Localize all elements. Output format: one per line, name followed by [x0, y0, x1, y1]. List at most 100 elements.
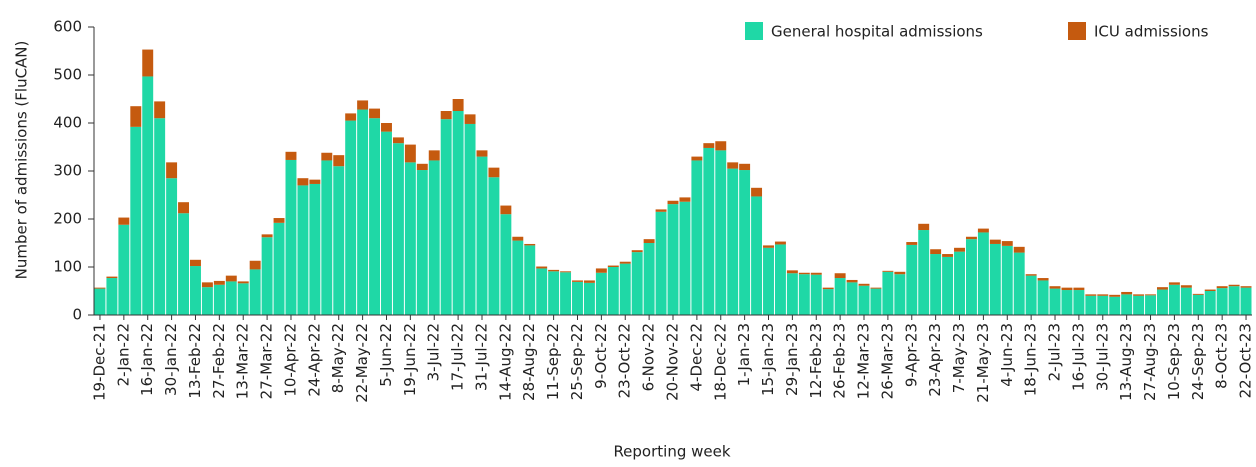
x-tick-label: 21-May-23: [974, 323, 992, 403]
bar-segment: [309, 183, 321, 315]
bar-segment: [1240, 286, 1252, 288]
bar-segment: [739, 163, 751, 171]
bar-segment: [763, 245, 774, 248]
bar-segment: [631, 250, 643, 253]
bar-segment: [428, 150, 440, 161]
bar-segment: [1228, 286, 1240, 315]
bar-segment: [1192, 294, 1204, 315]
bar-segment: [94, 287, 106, 289]
bar-segment: [1097, 294, 1109, 296]
bar-segment: [954, 247, 965, 252]
bar-segment: [631, 252, 643, 315]
bar-segment: [1037, 280, 1049, 315]
bar-segment: [846, 282, 858, 315]
bar-segment: [989, 239, 1001, 244]
bar-segment: [154, 101, 166, 119]
bar-segment: [273, 218, 285, 223]
bar-segment: [1025, 274, 1037, 276]
bar-segment: [834, 278, 846, 315]
bar-segment: [1168, 282, 1180, 285]
bar-segment: [512, 240, 524, 315]
bar-segment: [751, 187, 763, 197]
bar-segment: [1228, 284, 1240, 287]
bar-segment: [536, 266, 548, 269]
bar-segment: [142, 49, 154, 77]
bar-segment: [1001, 241, 1013, 246]
y-axis-title: Number of admissions (FluCAN): [13, 41, 31, 280]
x-tick-label: 18-Dec-22: [711, 323, 729, 401]
bar-segment: [548, 269, 560, 272]
bar-segment: [512, 236, 524, 241]
bar-segment: [691, 156, 703, 161]
bar-segment: [643, 239, 655, 243]
bar-segment: [595, 268, 607, 273]
bar-segment: [369, 118, 381, 315]
bar-segment: [237, 281, 249, 284]
bar-segment: [404, 162, 416, 315]
x-tick-label: 23-Oct-22: [616, 323, 634, 398]
bar-segment: [727, 162, 739, 169]
bar-segment: [977, 232, 989, 315]
bar-segment: [822, 287, 834, 290]
x-tick-label: 13-Mar-22: [234, 323, 252, 399]
bar-segment: [1133, 295, 1145, 315]
x-tick-label: 11-Sep-22: [544, 323, 562, 400]
bar-segment: [130, 106, 142, 127]
x-tick-label: 5-Jun-22: [377, 323, 395, 387]
x-tick-label: 15-Jan-23: [759, 323, 777, 396]
bar-segment: [345, 120, 357, 315]
x-tick-label: 7-May-23: [950, 323, 968, 393]
bar-segment: [1204, 289, 1216, 291]
bar-segment: [1013, 246, 1025, 253]
bar-segment: [536, 268, 548, 315]
y-tick-label: 400: [53, 114, 82, 132]
bar-segment: [404, 144, 416, 163]
bar-segment: [607, 265, 619, 267]
bar-segment: [667, 204, 679, 315]
bar-segment: [1013, 252, 1025, 315]
bar-segment: [786, 270, 798, 274]
bar-segment: [1180, 285, 1192, 288]
bar-segment: [1061, 290, 1073, 315]
bar-segment: [1025, 275, 1037, 315]
bar-segment: [94, 288, 106, 315]
bar-segment: [500, 214, 512, 315]
bar-segment: [297, 178, 309, 186]
x-tick-label: 4-Jun-23: [998, 323, 1016, 387]
x-tick-label: 25-Sep-22: [568, 323, 586, 400]
bar-segment: [106, 276, 118, 279]
bar-segment: [655, 209, 667, 212]
bar-segment: [894, 271, 906, 275]
bar-segment: [560, 272, 572, 315]
bar-segment: [166, 178, 178, 315]
bar-segment: [464, 114, 476, 124]
bar-segment: [237, 283, 249, 315]
bar-segment: [1145, 294, 1156, 296]
bar-segment: [1061, 287, 1073, 291]
y-tick-label: 100: [53, 258, 82, 276]
bar-segment: [249, 269, 261, 315]
bar-segment: [225, 281, 237, 315]
bar-segment: [643, 243, 655, 315]
bar-segment: [1240, 287, 1252, 315]
bar-segment: [1156, 289, 1168, 315]
bar-segment: [452, 111, 464, 315]
legend-swatch: [745, 22, 763, 40]
x-tick-label: 22-May-22: [353, 323, 371, 403]
x-tick-label: 8-Oct-23: [1213, 323, 1231, 389]
bar-segment: [894, 274, 906, 315]
x-tick-label: 13-Aug-23: [1117, 323, 1135, 401]
x-tick-label: 30-Jan-22: [162, 323, 180, 396]
bar-segment: [1001, 245, 1013, 315]
bar-segment: [906, 244, 918, 315]
x-tick-label: 3-Jul-22: [425, 323, 443, 381]
bar-segment: [488, 177, 500, 315]
bar-segment: [261, 234, 273, 238]
bar-segment: [1049, 288, 1061, 315]
x-tick-label: 4-Dec-22: [687, 323, 705, 391]
bar-segment: [321, 152, 333, 161]
x-tick-label: 12-Feb-23: [807, 323, 825, 399]
bar-segment: [810, 272, 822, 275]
bar-segment: [369, 108, 381, 119]
x-tick-label: 26-Mar-23: [878, 323, 896, 399]
